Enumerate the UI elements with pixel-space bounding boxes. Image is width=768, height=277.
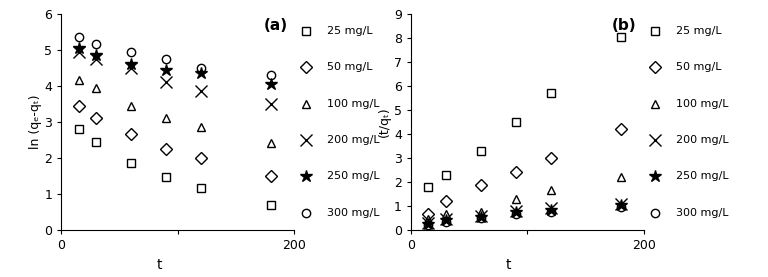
Text: 250 mg/L: 250 mg/L [327,171,379,181]
Text: t: t [157,258,162,272]
Text: 200 mg/L: 200 mg/L [677,135,729,145]
Text: t: t [506,258,511,272]
Text: 200 mg/L: 200 mg/L [327,135,379,145]
Y-axis label: (t/qₜ): (t/qₜ) [378,107,391,137]
Text: 50 mg/L: 50 mg/L [327,62,372,72]
Text: 300 mg/L: 300 mg/L [677,208,729,218]
Text: 25 mg/L: 25 mg/L [327,26,372,36]
Text: 100 mg/L: 100 mg/L [327,99,379,109]
Text: 250 mg/L: 250 mg/L [677,171,729,181]
Text: (b): (b) [612,18,637,33]
Text: 50 mg/L: 50 mg/L [677,62,722,72]
Text: 100 mg/L: 100 mg/L [677,99,729,109]
Text: 25 mg/L: 25 mg/L [677,26,722,36]
Text: 300 mg/L: 300 mg/L [327,208,379,218]
Y-axis label: ln (qₑ-qₜ): ln (qₑ-qₜ) [28,95,41,149]
Text: (a): (a) [263,18,287,33]
